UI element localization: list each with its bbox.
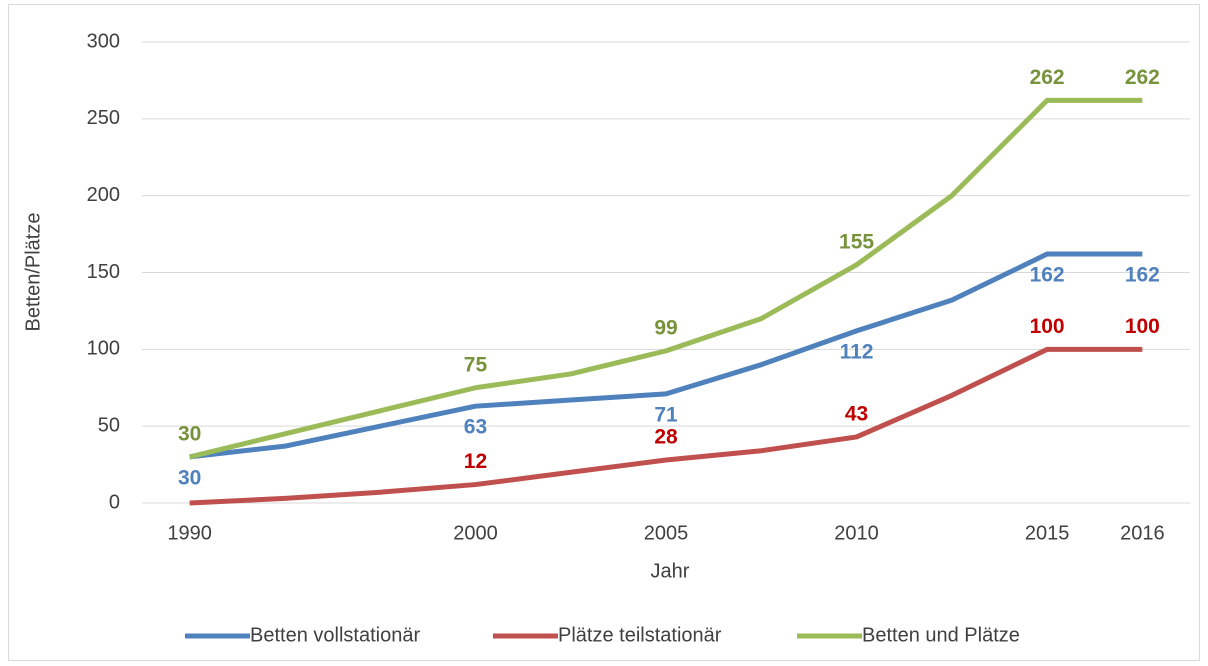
x-tick-label: 2010 [834,522,879,544]
y-tick-label: 50 [98,414,120,436]
legend-label: Plätze teilstationär [558,624,722,646]
data-label: 99 [654,316,677,339]
data-label: 43 [845,402,868,425]
data-label: 28 [654,426,678,449]
y-axis-title: Betten/Plätze [22,213,44,332]
data-label: 30 [178,466,201,489]
x-tick-label: 1990 [167,522,212,544]
x-tick-label: 2015 [1025,522,1070,544]
y-tick-label: 200 [87,184,120,206]
data-label: 71 [654,403,678,426]
data-label: 162 [1030,264,1065,287]
data-label: 100 [1125,315,1160,338]
data-label: 63 [464,416,487,439]
data-label: 100 [1030,315,1065,338]
data-label: 12 [464,450,487,473]
legend-label: Betten vollstationär [250,624,420,646]
series-line [189,251,1143,460]
series-line [189,97,1143,460]
data-label: 30 [178,422,201,445]
data-label: 262 [1125,66,1160,89]
y-tick-label: 300 [87,30,120,52]
x-axis-title: Jahr [651,560,690,582]
y-tick-label: 250 [87,107,120,129]
x-tick-label: 2016 [1120,522,1165,544]
x-tick-label: 2005 [644,522,689,544]
data-label: 75 [464,353,488,376]
y-tick-label: 0 [109,491,120,513]
data-label: 112 [840,340,874,363]
data-label: 155 [839,230,874,253]
x-tick-label: 2000 [453,522,498,544]
chart-border [8,4,1200,661]
data-label: 162 [1125,264,1160,287]
data-label: 262 [1030,66,1065,89]
legend-label: Betten und Plätze [862,624,1020,646]
y-tick-label: 150 [87,261,120,283]
y-tick-label: 100 [87,338,120,360]
series-line [189,346,1143,506]
